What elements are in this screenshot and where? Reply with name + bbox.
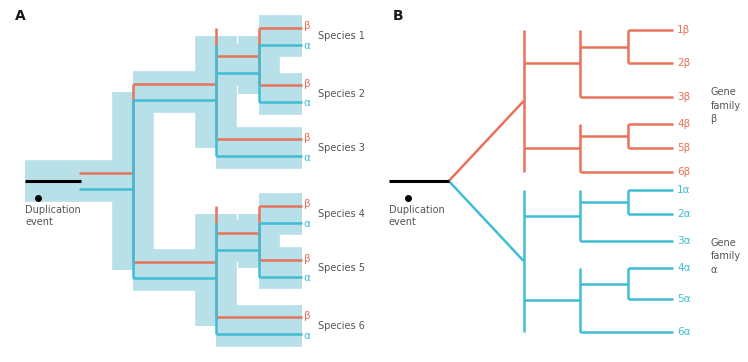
Text: α: α: [304, 273, 310, 283]
Text: 1α: 1α: [677, 185, 690, 195]
Text: β: β: [304, 253, 310, 264]
Text: Duplication
event: Duplication event: [25, 205, 82, 227]
Text: β: β: [304, 79, 310, 89]
Text: 3α: 3α: [677, 236, 690, 246]
Text: 2α: 2α: [677, 209, 690, 219]
Text: α: α: [304, 41, 310, 51]
Text: Species 4: Species 4: [318, 209, 365, 219]
Text: 6β: 6β: [677, 167, 690, 177]
Text: Species 5: Species 5: [318, 264, 365, 273]
Text: β: β: [304, 199, 310, 209]
Text: β: β: [304, 133, 310, 143]
Text: 5α: 5α: [677, 294, 690, 304]
Text: β: β: [304, 21, 310, 31]
Text: Species 3: Species 3: [318, 143, 365, 153]
Text: Species 2: Species 2: [318, 89, 365, 98]
Text: 5β: 5β: [677, 143, 690, 153]
Text: α: α: [304, 331, 310, 341]
Text: Gene
family
β: Gene family β: [711, 87, 741, 124]
Text: α: α: [304, 98, 310, 109]
Text: 4α: 4α: [677, 264, 690, 273]
Text: Species 1: Species 1: [318, 31, 365, 41]
Text: α: α: [304, 153, 310, 163]
Text: 3β: 3β: [677, 92, 690, 101]
Text: Duplication
event: Duplication event: [389, 205, 445, 227]
Text: 6α: 6α: [677, 327, 690, 337]
Text: Species 6: Species 6: [318, 321, 365, 331]
Text: α: α: [304, 219, 310, 229]
Text: A: A: [15, 9, 25, 23]
Text: 1β: 1β: [677, 25, 690, 35]
Text: 2β: 2β: [677, 58, 690, 68]
Text: Gene
family
α: Gene family α: [711, 238, 741, 275]
Text: B: B: [393, 9, 403, 23]
Text: 4β: 4β: [677, 119, 690, 129]
Text: β: β: [304, 311, 310, 321]
